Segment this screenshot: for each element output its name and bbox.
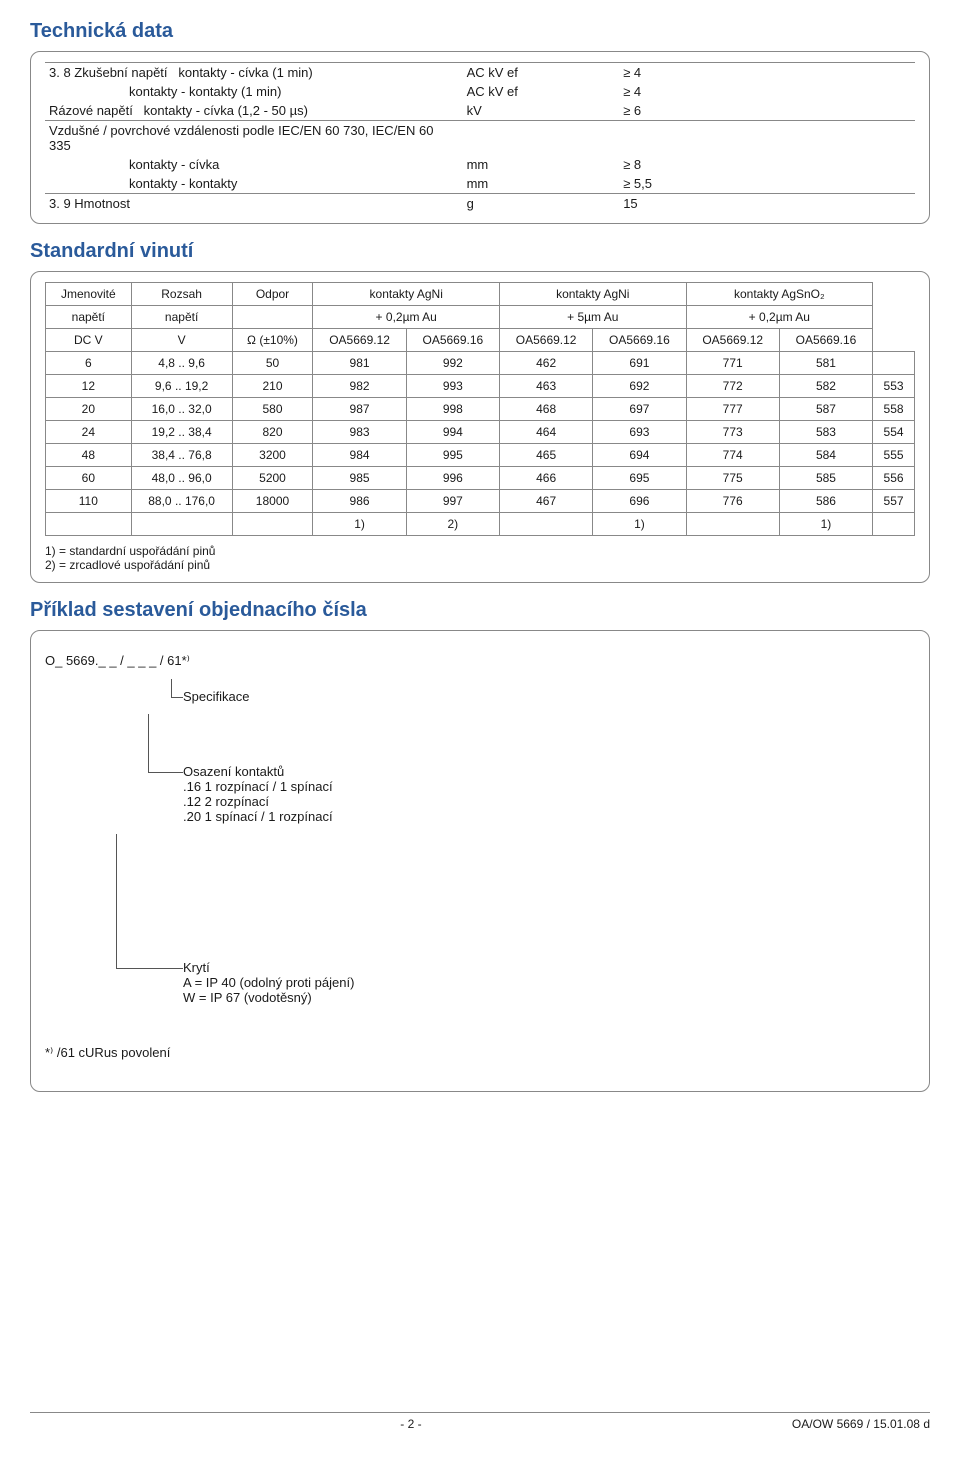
winding-notes: 1) = standardní uspořádání pinů 2) = zrc…	[45, 544, 915, 572]
order-footnote: *⁾ /61 cURus povolení	[45, 1045, 915, 1061]
note-2: 2) = zrcadlové uspořádání pinů	[45, 558, 915, 572]
tech-row: kontakty - kontaktymm≥ 5,5	[45, 174, 915, 194]
winding-section: Standardní vinutí JmenovitéRozsahOdporko…	[30, 240, 930, 583]
footer-page: - 2 -	[30, 1417, 792, 1431]
order-item: Osazení kontaktů.16 1 rozpínací / 1 spín…	[53, 718, 915, 824]
winding-row: 6048,0 .. 96,05200985996466695775585556	[46, 467, 915, 490]
tech-row: kontakty - kontakty (1 min)AC kV ef≥ 4	[45, 82, 915, 101]
order-title: Příklad sestavení objednacího čísla	[30, 599, 930, 622]
tech-data-section: Technická data 3. 8 Zkušební napětí kont…	[30, 20, 930, 224]
winding-box: JmenovitéRozsahOdporkontakty AgNikontakt…	[30, 271, 930, 583]
winding-row: 2419,2 .. 38,4820983994464693773583554	[46, 421, 915, 444]
winding-row: 4838,4 .. 76,83200984995465694774584555	[46, 444, 915, 467]
tech-table: 3. 8 Zkušební napětí kontakty - cívka (1…	[45, 62, 915, 213]
note-1: 1) = standardní uspořádání pinů	[45, 544, 915, 558]
winding-row: 2016,0 .. 32,0580987998468697777587558	[46, 398, 915, 421]
order-box: O_ 5669._ _ / _ _ _ / 61*⁾ Specifikace Os…	[30, 630, 930, 1092]
order-code: O_ 5669._ _ / _ _ _ / 61*⁾	[45, 653, 915, 669]
order-tree: Specifikace Osazení kontaktů.16 1 rozpína…	[53, 683, 915, 1005]
tech-title: Technická data	[30, 20, 930, 43]
order-item: Specifikace	[53, 683, 915, 704]
winding-footrow: 1)2)1)1)	[46, 513, 915, 536]
footer-doc: OA/OW 5669 / 15.01.08 d	[792, 1417, 930, 1431]
winding-table: JmenovitéRozsahOdporkontakty AgNikontakt…	[45, 282, 915, 536]
tech-row: 3. 8 Zkušební napětí kontakty - cívka (1…	[45, 63, 915, 83]
winding-row: 129,6 .. 19,2210982993463692772582553	[46, 375, 915, 398]
winding-title: Standardní vinutí	[30, 240, 930, 263]
winding-row: 11088,0 .. 176,0180009869974676967765865…	[46, 490, 915, 513]
tech-row: 3. 9 Hmotnostg15	[45, 194, 915, 214]
tech-row: Rázové napětí kontakty - cívka (1,2 - 50…	[45, 101, 915, 121]
order-section: Příklad sestavení objednacího čísla O_ 5…	[30, 599, 930, 1092]
page-footer: - 2 - OA/OW 5669 / 15.01.08 d	[30, 1412, 930, 1431]
tech-row: Vzdušné / povrchové vzdálenosti podle IE…	[45, 121, 915, 156]
tech-box: 3. 8 Zkušební napětí kontakty - cívka (1…	[30, 51, 930, 224]
tech-row: kontakty - cívkamm≥ 8	[45, 155, 915, 174]
winding-row: 64,8 .. 9,650981992462691771581	[46, 352, 915, 375]
order-item: KrytíA = IP 40 (odolný proti pájení)W = …	[53, 838, 915, 1005]
